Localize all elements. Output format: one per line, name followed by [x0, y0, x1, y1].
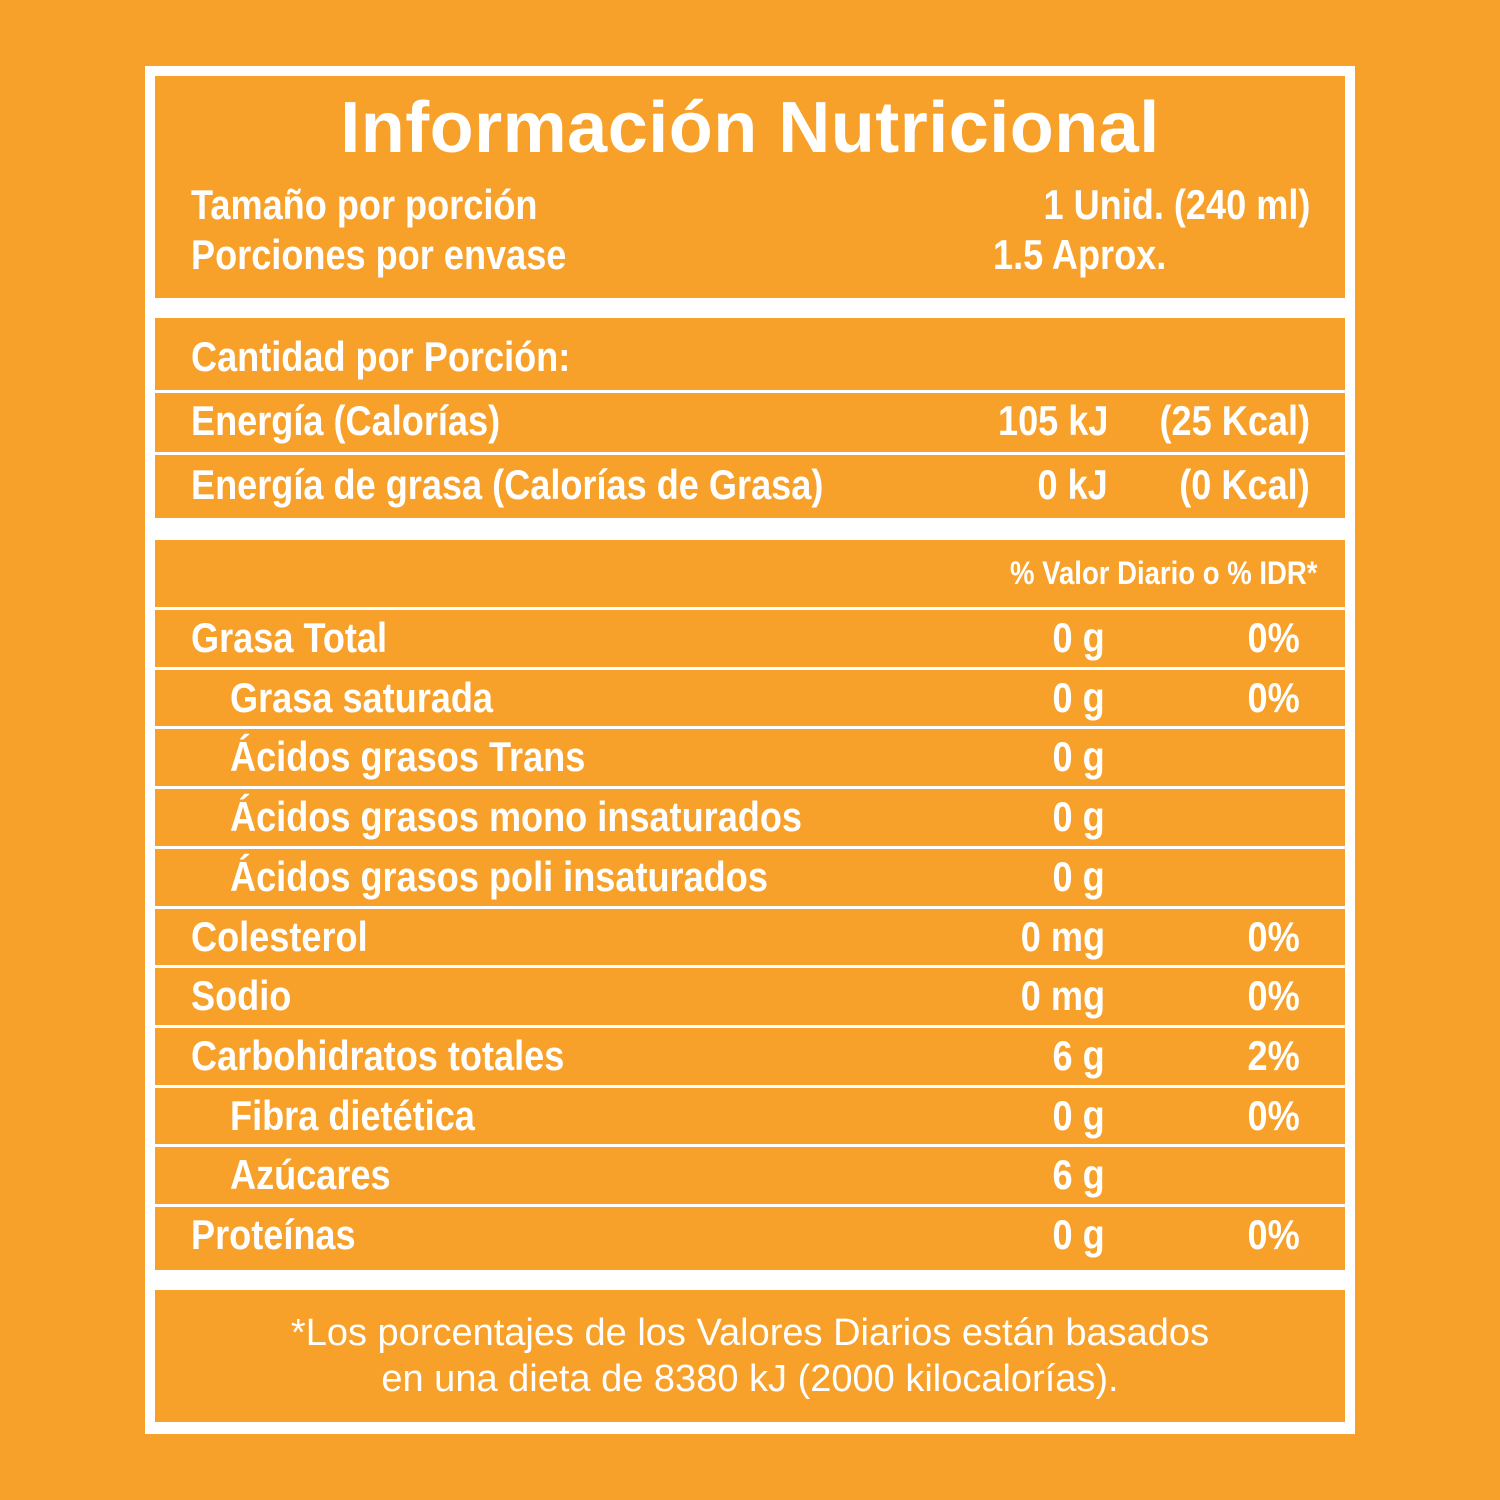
row-divider	[155, 905, 1345, 909]
nutrient-amount: 6 g	[1052, 1151, 1105, 1199]
nutrients-panel: % Valor Diario o % IDR* Grasa Total 0 g 0%…	[155, 540, 1345, 1270]
nutrient-name: Ácidos grasos mono insaturados	[230, 793, 803, 841]
row-divider	[155, 965, 1345, 969]
row-divider	[155, 1084, 1345, 1088]
servings-per-container-label: Porciones por envase	[191, 231, 567, 278]
serving-info-panel: Información Nutricional Tamaño por porci…	[155, 76, 1345, 298]
nutrient-amount: 0 g	[1052, 614, 1105, 661]
row-divider	[155, 607, 1345, 610]
nutrient-name: Colesterol	[191, 912, 368, 960]
serving-size-value: 1 Unid. (240 ml)	[1043, 181, 1310, 228]
nutrient-daily-value: 0%	[1247, 1211, 1300, 1258]
calories-label: Energía (Calorías)	[191, 397, 501, 444]
nutrient-name: Grasa saturada	[230, 673, 494, 721]
nutrient-name: Ácidos grasos poli insaturados	[230, 852, 768, 900]
nutrient-daily-value: 0%	[1247, 673, 1300, 721]
amount-per-serving-label: Cantidad por Porción:	[191, 333, 571, 380]
divider	[155, 452, 1345, 455]
footnote-line: en una dieta de 8380 kJ (2000 kilocalorí…	[381, 1358, 1119, 1400]
fat-calories-kcal: (0 Kcal)	[1179, 461, 1310, 508]
fat-calories-label: Energía de grasa (Calorías de Grasa)	[191, 461, 824, 508]
row-divider	[155, 1024, 1345, 1028]
nutrient-amount: 0 mg	[1020, 912, 1105, 960]
footnote: *Los porcentajes de los Valores Diarios …	[155, 1310, 1345, 1402]
nutrient-name: Proteínas	[191, 1211, 356, 1258]
divider	[155, 390, 1345, 393]
row-divider	[155, 786, 1345, 790]
nutrient-daily-value: 0%	[1247, 614, 1300, 661]
nutrient-amount: 0 g	[1052, 793, 1105, 841]
nutrient-name: Azúcares	[230, 1151, 391, 1199]
servings-per-container-value: 1.5 Aprox.	[993, 231, 1167, 278]
label-title: Información Nutricional	[340, 88, 1160, 168]
nutrient-amount: 0 g	[1052, 852, 1105, 900]
footnote-line: *Los porcentajes de los Valores Diarios …	[290, 1312, 1210, 1354]
energy-panel: Cantidad por Porción: Energía (Calorías)…	[155, 318, 1345, 518]
nutrient-amount: 0 g	[1052, 1211, 1105, 1258]
nutrient-name: Carbohidratos totales	[191, 1031, 565, 1079]
nutrient-amount: 0 g	[1052, 733, 1105, 781]
nutrient-name: Sodio	[191, 972, 292, 1020]
nutrient-amount: 0 g	[1052, 673, 1105, 721]
nutrient-daily-value: 0%	[1247, 912, 1300, 960]
nutrient-name: Ácidos grasos Trans	[230, 733, 586, 781]
row-divider	[155, 666, 1345, 670]
footnote-panel: *Los porcentajes de los Valores Diarios …	[155, 1290, 1345, 1422]
nutrient-daily-value: 0%	[1247, 972, 1300, 1020]
row-divider	[155, 845, 1345, 849]
calories-kcal: (25 Kcal)	[1159, 397, 1310, 444]
row-divider	[155, 1144, 1345, 1148]
serving-size-label: Tamaño por porción	[191, 181, 538, 228]
row-divider	[155, 1204, 1345, 1207]
nutrient-amount: 0 g	[1052, 1091, 1105, 1139]
nutrient-daily-value: 2%	[1247, 1031, 1300, 1079]
row-divider	[155, 726, 1345, 730]
calories-kj: 105 kJ	[997, 397, 1108, 444]
daily-value-header: % Valor Diario o % IDR*	[1009, 555, 1317, 591]
nutrient-amount: 6 g	[1052, 1031, 1105, 1079]
nutrient-daily-value: 0%	[1247, 1091, 1300, 1139]
fat-calories-kj: 0 kJ	[1037, 461, 1108, 508]
nutrient-name: Fibra dietética	[230, 1091, 475, 1139]
nutrient-name: Grasa Total	[191, 614, 388, 661]
nutrient-amount: 0 mg	[1020, 972, 1105, 1020]
